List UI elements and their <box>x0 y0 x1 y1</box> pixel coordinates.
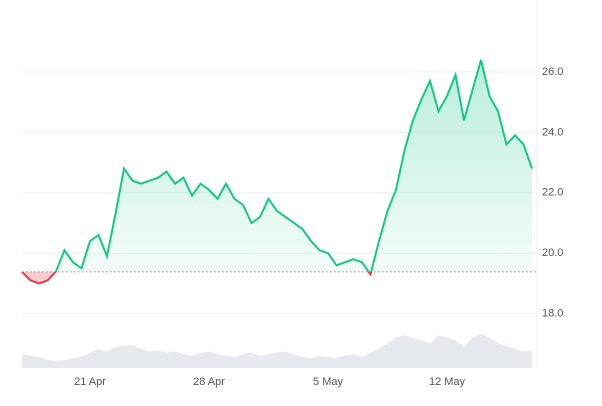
y-tick-label: 20.0 <box>542 247 563 259</box>
x-tick-label: 12 May <box>429 376 466 388</box>
x-tick-label: 5 May <box>313 376 343 388</box>
area-above <box>22 59 532 272</box>
x-tick-label: 28 Apr <box>193 376 225 388</box>
price-line <box>21 59 533 272</box>
y-tick-label: 26.0 <box>542 66 563 78</box>
y-tick-label: 22.0 <box>542 187 563 199</box>
y-tick-label: 24.0 <box>542 126 563 138</box>
y-tick-label: 18.0 <box>542 308 563 320</box>
x-tick-label: 21 Apr <box>74 376 106 388</box>
volume-area <box>22 333 532 368</box>
